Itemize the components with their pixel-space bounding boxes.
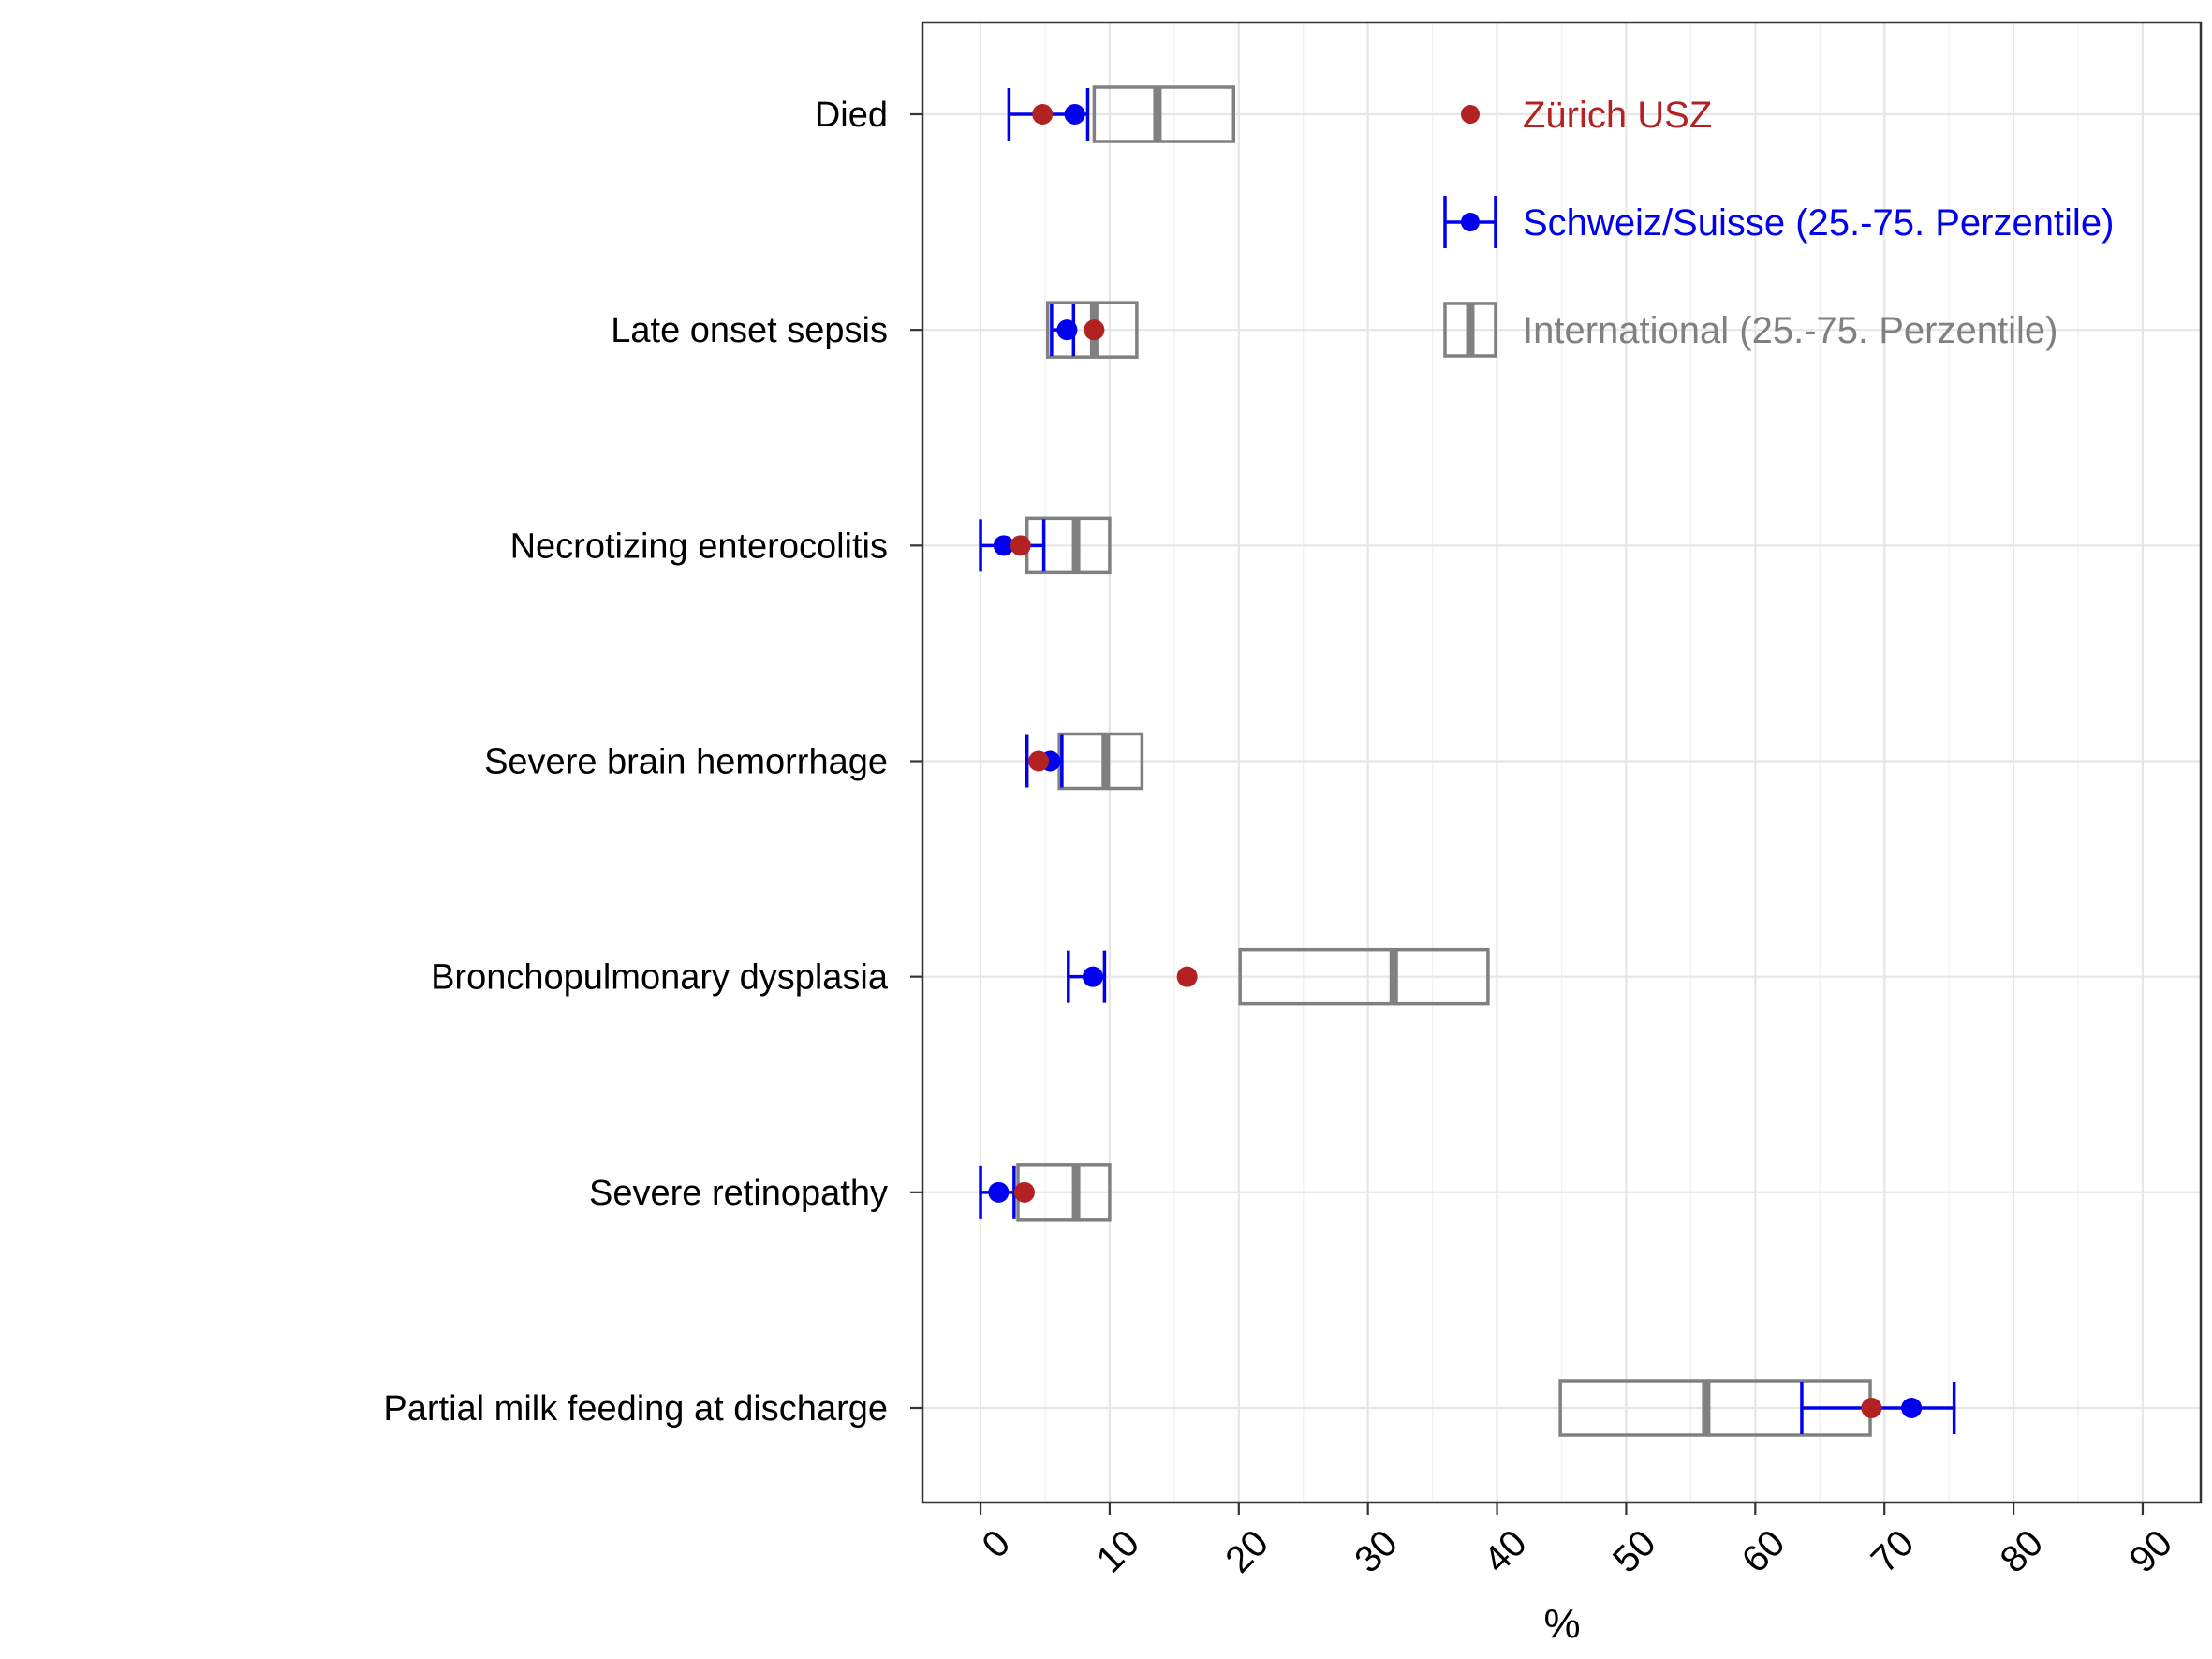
legend-zurich-key xyxy=(1461,105,1480,124)
international-median-6 xyxy=(1702,1381,1711,1435)
zurich-point-6 xyxy=(1861,1398,1882,1418)
category-label-5: Severe retinopathy xyxy=(589,1174,888,1213)
category-label-3: Severe brain hemorrhage xyxy=(484,743,888,782)
legend-schweiz-label: Schweiz/Suisse (25.-75. Perzentile) xyxy=(1523,202,2114,244)
zurich-point-0 xyxy=(1032,104,1054,125)
category-labels: Died Late onset sepsis Necrotizing enteroc… xyxy=(383,96,922,1429)
schweiz-point-0 xyxy=(1064,104,1085,125)
x-tick-label-7: 70 xyxy=(1864,1522,1923,1581)
x-tick-label-6: 60 xyxy=(1734,1522,1793,1581)
row-marks-1 xyxy=(1045,301,1139,359)
international-box-0 xyxy=(1092,85,1236,143)
schweiz-point-6 xyxy=(1901,1398,1923,1418)
row-marks-5 xyxy=(979,1163,1112,1222)
x-tick-label-4: 40 xyxy=(1476,1522,1535,1581)
plot-frame xyxy=(921,21,2203,1504)
x-tick-label-2: 20 xyxy=(1217,1522,1276,1581)
legend-international-label: International (25.-75. Perzentile) xyxy=(1523,310,2057,351)
schweiz-point-5 xyxy=(988,1181,1010,1203)
zurich-point-1 xyxy=(1084,319,1105,341)
international-median-3 xyxy=(1101,733,1111,789)
international-median-2 xyxy=(1071,518,1081,573)
row-marks-2 xyxy=(979,516,1112,575)
legend-international-key-median xyxy=(1466,304,1475,356)
legend-schweiz-key-point xyxy=(1461,213,1480,231)
international-median-4 xyxy=(1389,949,1398,1004)
x-tick-label-3: 30 xyxy=(1347,1522,1406,1581)
zurich-point-5 xyxy=(1013,1181,1035,1203)
x-tick-label-1: 10 xyxy=(1089,1522,1148,1581)
x-axis: 0 10 20 30 40 50 60 70 80 90 xyxy=(974,1503,2180,1581)
legend: Zürich USZ Schweiz/Suisse (25.-75. Perzen… xyxy=(1443,95,2114,358)
international-box-4 xyxy=(1238,947,1490,1006)
schweiz-point-1 xyxy=(1056,319,1078,341)
plot-marks xyxy=(979,85,1956,1437)
x-tick-label-9: 90 xyxy=(2122,1522,2181,1581)
international-median-5 xyxy=(1071,1164,1081,1220)
category-label-2: Necrotizing enterocolitis xyxy=(510,526,888,566)
legend-zurich-label: Zürich USZ xyxy=(1523,95,1712,136)
category-label-1: Late onset sepsis xyxy=(611,311,888,350)
grid xyxy=(922,22,2201,1503)
zurich-point-4 xyxy=(1176,966,1198,987)
schweiz-point-2 xyxy=(993,535,1014,556)
category-label-0: Died xyxy=(815,96,888,135)
zurich-point-3 xyxy=(1028,750,1050,772)
row-marks-3 xyxy=(1025,732,1144,791)
row-marks-0 xyxy=(1007,85,1236,143)
zurich-point-2 xyxy=(1010,535,1031,556)
row-marks-4 xyxy=(1067,947,1490,1006)
category-label-6: Partial milk feeding at discharge xyxy=(383,1389,888,1429)
category-label-4: Bronchopulmonary dysplasia xyxy=(431,958,889,998)
x-tick-label-0: 0 xyxy=(974,1522,1018,1566)
x-tick-label-5: 50 xyxy=(1605,1522,1664,1581)
row-marks-6 xyxy=(1558,1379,1956,1437)
schweiz-point-4 xyxy=(1083,966,1103,987)
x-axis-title: % xyxy=(1543,1601,1580,1647)
x-tick-label-8: 80 xyxy=(1993,1522,2052,1581)
international-median-0 xyxy=(1153,87,1162,141)
